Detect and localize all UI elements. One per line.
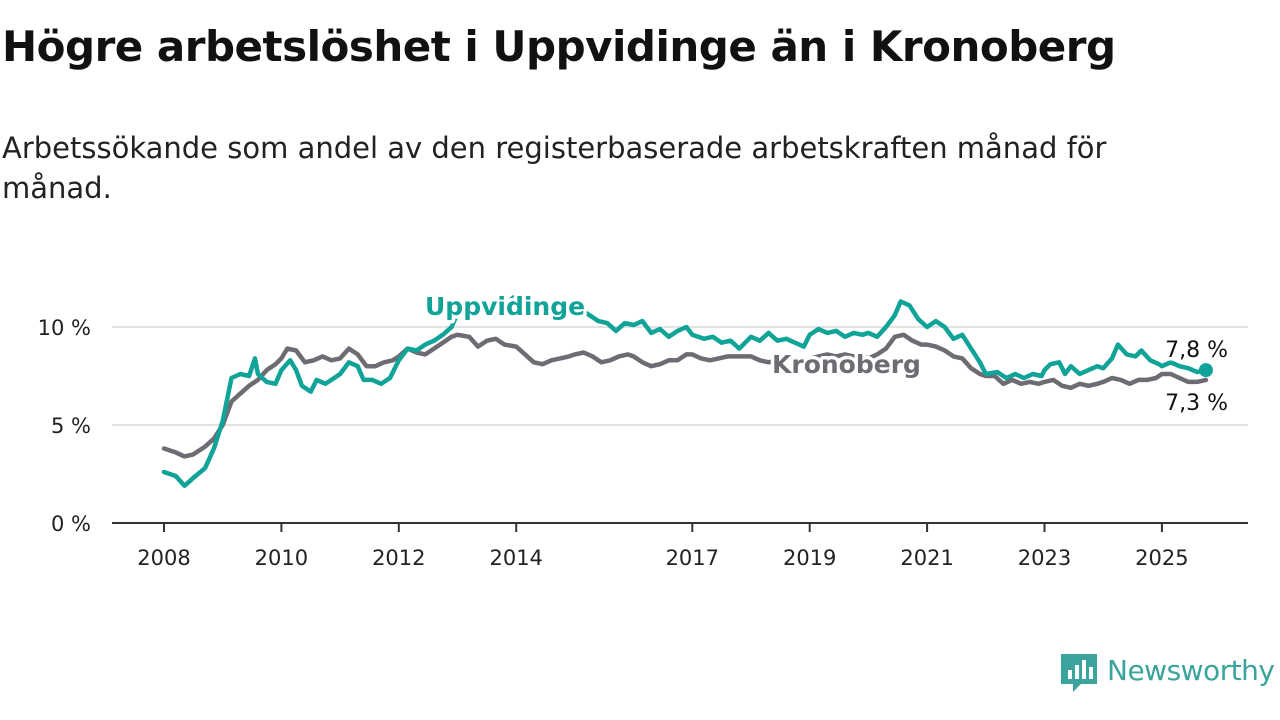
series-line-kronoberg [161, 332, 1209, 459]
kronoberg-end-value: 7,3 % [1165, 391, 1228, 416]
x-tick-label: 2014 [489, 546, 542, 570]
x-tick-label: 2021 [900, 546, 953, 570]
x-tick-label: 2017 [666, 546, 719, 570]
x-tick-label: 2010 [255, 546, 308, 570]
kronoberg-end-value-halo: 7,3 % [1165, 391, 1228, 416]
x-tick-label: 2008 [137, 546, 190, 570]
y-axis-ticks: 0 % 5 % 10 % [38, 316, 91, 536]
uppvidinge-endpoint-marker [1198, 363, 1213, 378]
uppvidinge-end-value: 7,8 % [1165, 338, 1228, 363]
line-chart: 0 %5 %10 % 2008 2010 2012 2014 2017 2019 2021 2… [37, 289, 1248, 570]
y-tick-label: 5 % [51, 414, 91, 438]
series-lines [161, 295, 1213, 489]
chart-title: Högre arbetslöshet i Uppvidinge än i Kro… [2, 22, 1116, 71]
newsworthy-logo: Newsworthy [1059, 652, 1279, 696]
uppvidinge-series-label-halo: Uppvidinge [425, 292, 585, 321]
y-tick-label: 10 % [38, 316, 91, 340]
chart-subtitle: Arbetssökande som andel av den registerb… [2, 131, 1107, 205]
gridlines [112, 326, 1248, 426]
x-tick-label: 2025 [1135, 546, 1188, 570]
uppvidinge-series-label: Uppvidinge [425, 292, 585, 321]
series-line-uppvidinge [161, 295, 1209, 489]
uppvidinge-end-value-halo: 7,8 % [1165, 338, 1228, 363]
newsworthy-logo-text: Newsworthy [1107, 654, 1275, 687]
y-tick-label: 0 % [51, 512, 91, 536]
chart-bubble-icon [1061, 654, 1097, 692]
kronoberg-series-label-halo: Kronoberg [772, 350, 921, 379]
x-axis: 2008 2010 2012 2014 2017 2019 2021 2023 2025 [112, 522, 1248, 570]
x-tick-label: 2023 [1018, 546, 1071, 570]
x-tick-label: 2012 [372, 546, 425, 570]
kronoberg-series-label: Kronoberg [772, 350, 921, 379]
x-tick-label: 2019 [783, 546, 836, 570]
